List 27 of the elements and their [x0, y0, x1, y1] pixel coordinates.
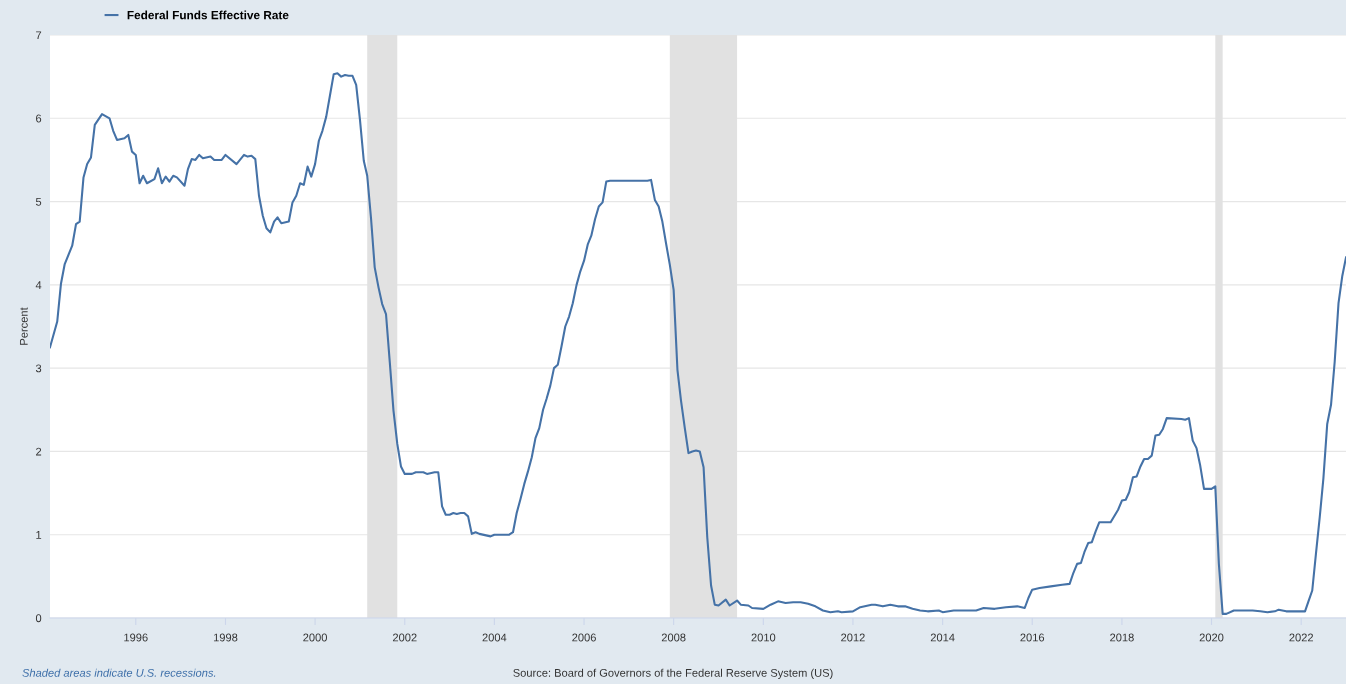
y-tick-label: 3	[35, 364, 42, 373]
x-tick-label: 2006	[572, 633, 596, 642]
x-tick-label: 1998	[213, 633, 238, 642]
y-tick-label: 1	[36, 531, 42, 539]
y-tick-label: 4	[35, 281, 42, 289]
source-note: Source: Board of Governors of the Federal Reserve System (US)	[513, 668, 833, 679]
text: Shaded areas indicate U.S. recessions.	[22, 668, 216, 677]
y-tick-label: 5	[35, 197, 42, 206]
y-tick-label: 7	[36, 31, 42, 40]
y-axis-title: Percent	[19, 307, 28, 345]
x-tick-label: 2012	[841, 633, 865, 642]
x-tick-label: 2016	[1020, 633, 1045, 642]
line-series	[50, 72, 1346, 615]
y-tick-label: 6	[36, 114, 42, 123]
x-tick-label: 2008	[661, 633, 686, 642]
x-tick-label: 2014	[930, 633, 955, 642]
x-tick-label: 2020	[1199, 633, 1224, 642]
x-tick-label: 1996	[124, 633, 148, 642]
x-tick-label: 2000	[303, 633, 327, 642]
x-tick-label: 2010	[751, 633, 776, 642]
legend-label: Federal Funds Effective Rate	[127, 10, 289, 20]
y-tick-label: 2	[36, 447, 42, 456]
x-tick-label: 2022	[1289, 633, 1314, 642]
y-tick-label: 0	[35, 614, 42, 623]
x-tick-label: 2002	[392, 633, 417, 642]
x-tick-label: 2004	[482, 633, 507, 642]
x-tick-label: 2018	[1110, 633, 1134, 642]
